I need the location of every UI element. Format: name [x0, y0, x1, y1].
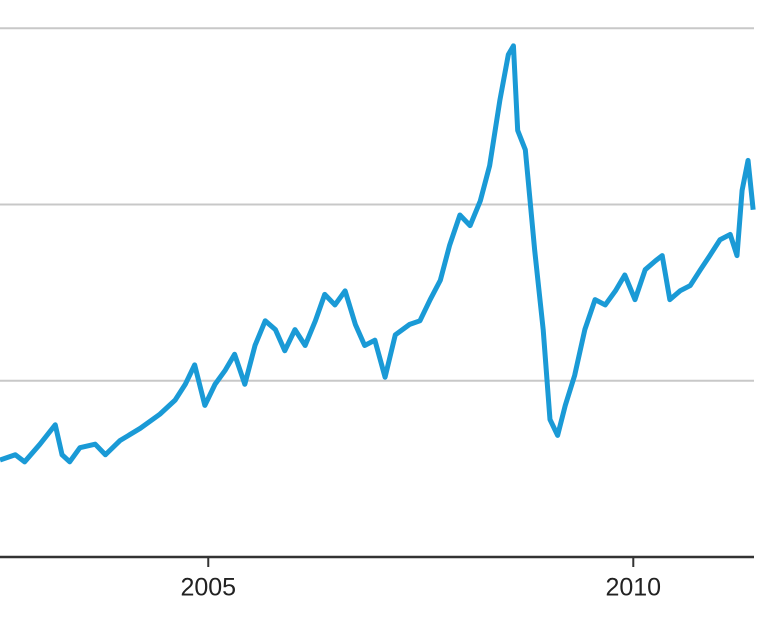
data-line [0, 43, 756, 465]
x-tick-label: 2010 [605, 574, 661, 602]
x-tick-label: 2005 [180, 574, 236, 602]
